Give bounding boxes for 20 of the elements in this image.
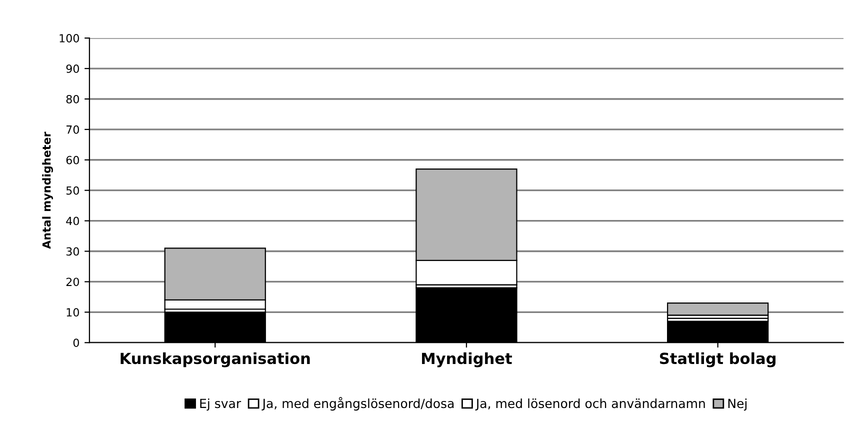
x-tick-label: Myndighet [422, 352, 512, 368]
x-tick-label: Statligt bolag [660, 352, 776, 368]
bar [666, 302, 769, 316]
legend-label: Nej [728, 398, 746, 411]
legend-label: Ja, med lösenord och användarnamn [475, 398, 705, 410]
y-axis-title: Antal myndigheter [42, 132, 53, 249]
x-tick-label: Kunskapsorganisation [120, 352, 310, 368]
y-tick-label: 90 [66, 64, 79, 73]
y-tick-label: 0 [73, 338, 79, 348]
y-tick-label: 80 [66, 94, 79, 104]
y-tick-label: 30 [66, 247, 79, 256]
y-tick-label: 100 [60, 34, 79, 42]
y-tick-label: 40 [66, 216, 79, 226]
y-tick-label: 20 [66, 278, 79, 286]
y-tick-label: 60 [66, 156, 79, 164]
legend-label: Ja, med engångslösenord/dosa [262, 396, 454, 411]
y-tick-label: 10 [66, 308, 79, 317]
y-tick-label: 50 [66, 186, 79, 195]
y-tick-label: 70 [66, 125, 79, 134]
legend-label: Ej svar [200, 398, 242, 411]
